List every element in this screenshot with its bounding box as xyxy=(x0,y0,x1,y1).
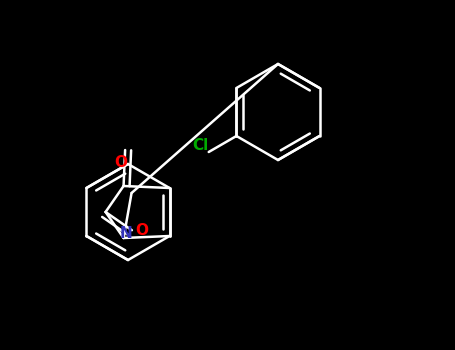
Text: O: O xyxy=(136,223,148,238)
Text: Cl: Cl xyxy=(192,139,209,154)
Text: O: O xyxy=(115,155,128,169)
Text: N: N xyxy=(119,225,132,240)
